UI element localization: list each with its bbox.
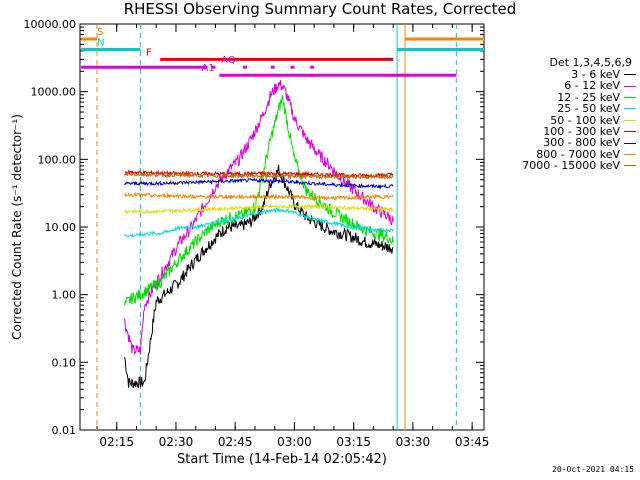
legend-label: 6 - 12 keV: [564, 79, 620, 93]
legend-entry: 6 - 12 keV: [486, 79, 636, 93]
flag-label: S: [97, 27, 103, 38]
series-line: [124, 203, 394, 215]
x-tick-label: 03:45: [455, 435, 490, 449]
x-tick-label: 02:15: [99, 435, 134, 449]
y-tick-label: 0.01: [52, 424, 77, 437]
legend: Det 1,3,4,5,6,9 3 - 6 keV 6 - 12 keV 12 - …: [486, 56, 636, 172]
legend-label: 7000 - 15000 keV: [522, 159, 620, 173]
legend-entry: 50 - 100 keV: [486, 113, 636, 127]
legend-entries: 3 - 6 keV 6 - 12 keV 12 - 25 keV 25 - 50 ke…: [486, 69, 636, 172]
flag-label: A1: [201, 63, 214, 74]
flag-label: F: [146, 47, 152, 58]
legend-swatch: [624, 142, 636, 144]
x-axis-label: Start Time (14-Feb-14 02:05:42): [177, 452, 387, 467]
series-line: [124, 79, 394, 356]
y-tick-label: 10.00: [45, 221, 77, 234]
flag-label: AQ: [221, 55, 236, 66]
series-line: [124, 191, 394, 202]
legend-entry: 12 - 25 keV: [486, 90, 636, 104]
series-line: [124, 95, 394, 306]
legend-entry: 7000 - 15000 keV: [486, 159, 636, 173]
legend-label: 12 - 25 keV: [557, 90, 620, 104]
y-tick-label: 10000.00: [24, 18, 77, 31]
legend-label: 800 - 7000 keV: [536, 147, 620, 161]
x-tick-label: 02:45: [218, 435, 253, 449]
series-line: [124, 164, 394, 389]
legend-entry: 800 - 7000 keV: [486, 147, 636, 161]
legend-swatch: [624, 74, 636, 76]
legend-entry: 25 - 50 keV: [486, 102, 636, 116]
y-tick-label: 0.10: [52, 356, 77, 369]
series-line: [124, 169, 394, 179]
x-tick-label: 03:00: [277, 435, 312, 449]
legend-entry: 300 - 800 keV: [486, 136, 636, 150]
y-axis-label: Corrected Count Rate (s⁻¹ detector⁻¹): [10, 114, 24, 340]
generation-timestamp: 20-Oct-2021 04:15: [552, 465, 634, 474]
flag-label: N: [97, 37, 104, 48]
legend-swatch: [624, 119, 636, 121]
legend-swatch: [624, 131, 636, 133]
legend-swatch: [624, 153, 636, 155]
legend-label: 3 - 6 keV: [571, 68, 620, 81]
legend-label: 300 - 800 keV: [543, 136, 620, 150]
series-line: [124, 177, 394, 190]
legend-swatch: [624, 108, 636, 110]
legend-label: 100 - 300 keV: [543, 124, 620, 138]
chart-title: RHESSI Observing Summary Count Rates, Co…: [123, 0, 517, 18]
legend-swatch: [624, 85, 636, 87]
y-tick-label: 100.00: [38, 153, 77, 166]
y-tick-label: 1.00: [52, 289, 77, 302]
legend-swatch: [624, 96, 636, 98]
x-tick-label: 02:30: [159, 435, 194, 449]
legend-label: 50 - 100 keV: [550, 113, 620, 127]
x-tick-label: 03:15: [336, 435, 371, 449]
series-line: [124, 207, 394, 238]
legend-label: 25 - 50 keV: [557, 102, 620, 116]
legend-entry: 3 - 6 keV: [486, 69, 636, 80]
legend-swatch: [624, 165, 636, 167]
series-line: [124, 171, 394, 180]
legend-title: Det 1,3,4,5,6,9: [549, 56, 632, 69]
x-tick-label: 03:30: [396, 435, 431, 449]
y-tick-label: 1000.00: [31, 86, 77, 99]
legend-entry: 100 - 300 keV: [486, 126, 636, 137]
